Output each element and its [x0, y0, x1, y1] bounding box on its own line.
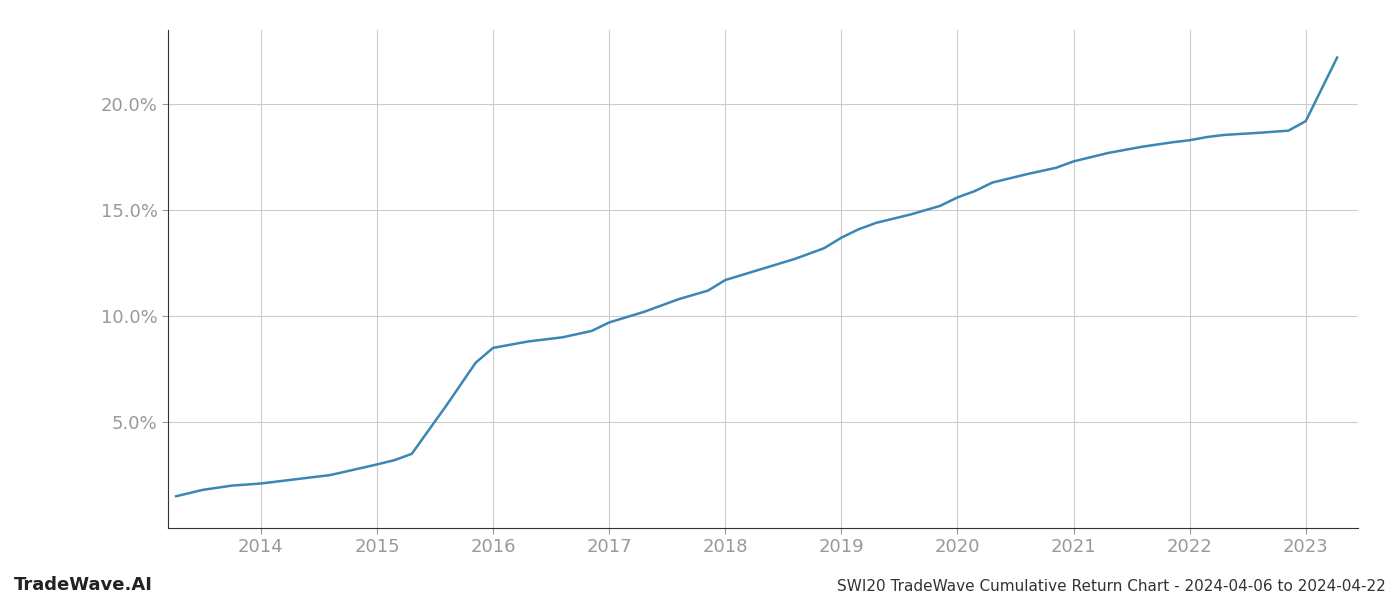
Text: SWI20 TradeWave Cumulative Return Chart - 2024-04-06 to 2024-04-22: SWI20 TradeWave Cumulative Return Chart …	[837, 579, 1386, 594]
Text: TradeWave.AI: TradeWave.AI	[14, 576, 153, 594]
